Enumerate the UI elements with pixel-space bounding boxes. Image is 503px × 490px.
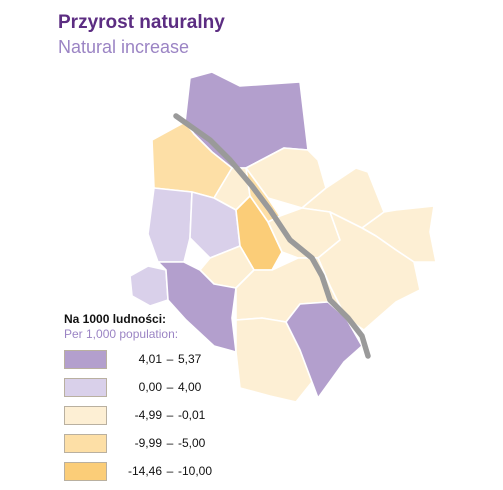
legend-lo: 4,01 — [138, 352, 162, 366]
map-title: Przyrost naturalny — [58, 12, 225, 33]
legend-hi: -5,00 — [178, 436, 206, 450]
legend-title: Na 1000 ludności: — [64, 312, 167, 326]
legend-lo: -14,46 — [127, 464, 162, 478]
legend-swatch — [64, 350, 107, 369]
legend-item: 0,00–4,00 — [64, 378, 201, 406]
legend-lo: -4,99 — [134, 408, 162, 422]
district-ursynow — [235, 317, 313, 403]
legend-swatch — [64, 378, 107, 397]
district-wola-west — [147, 187, 193, 263]
legend-lo: -9,99 — [134, 436, 162, 450]
legend-subtitle: Per 1,000 population: — [64, 327, 179, 341]
legend-item: 4,01–5,37 — [64, 350, 201, 378]
district-wilanow — [285, 301, 363, 399]
legend-swatch — [64, 462, 107, 481]
legend: Na 1000 ludności: Per 1,000 population: … — [64, 312, 212, 490]
legend-lo: 0,00 — [138, 380, 162, 394]
legend-item: -14,46– -10,00 — [64, 462, 212, 490]
legend-swatch — [64, 434, 107, 453]
legend-hi: -10,00 — [178, 464, 213, 478]
vistula-river — [173, 113, 371, 359]
legend-item: -4,99– -0,01 — [64, 406, 205, 434]
map-subtitle: Natural increase — [58, 37, 190, 57]
legend-swatch — [64, 406, 107, 425]
district-wlochy — [157, 261, 237, 353]
legend-item: -9,99– -5,00 — [64, 434, 205, 462]
legend-hi: 5,37 — [178, 352, 202, 366]
legend-hi: -0,01 — [178, 408, 206, 422]
district-ursus — [129, 265, 169, 307]
legend-hi: 4,00 — [178, 380, 202, 394]
